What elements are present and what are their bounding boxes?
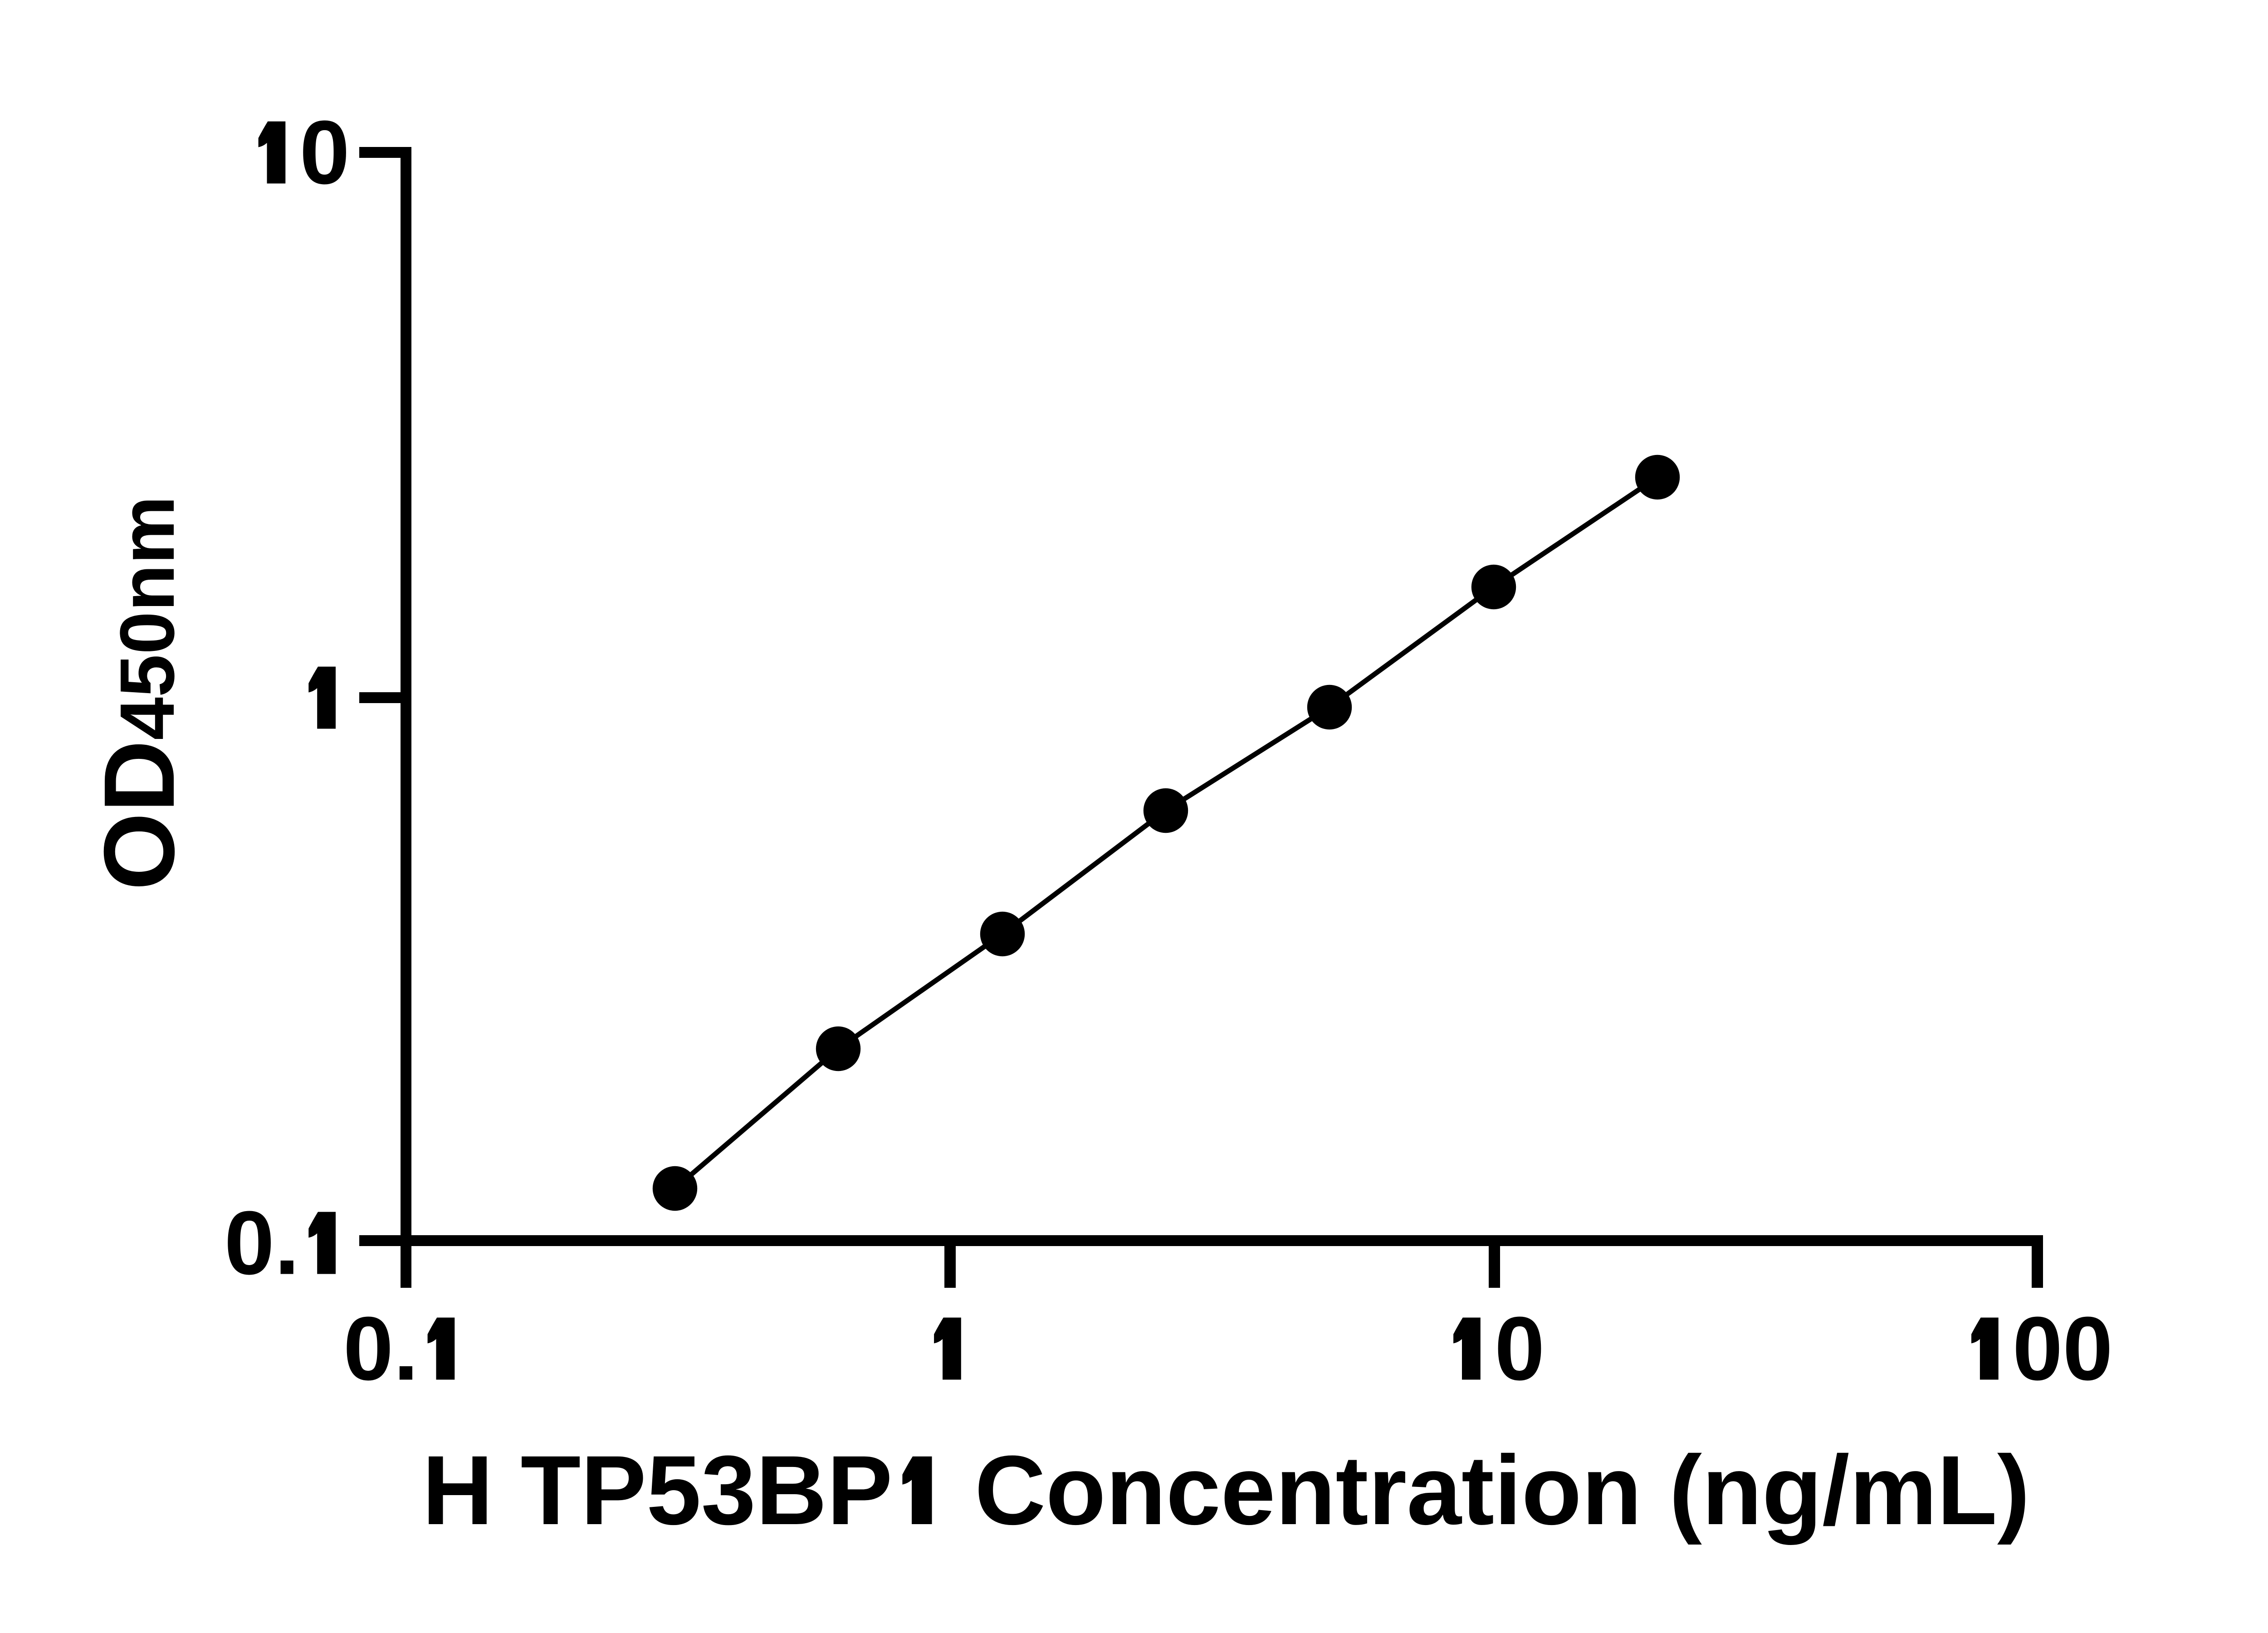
svg-text:0.: 0. <box>343 1299 419 1399</box>
svg-text:Concentration (ng/mL): Concentration (ng/mL) <box>975 1435 2030 1545</box>
svg-text:OD450nm: OD450nm <box>83 496 195 890</box>
svg-text:00: 00 <box>2013 1299 2113 1399</box>
svg-text:0: 0 <box>1495 1299 1545 1399</box>
svg-text:H TP53BP: H TP53BP <box>422 1435 893 1545</box>
svg-text:0: 0 <box>299 103 350 203</box>
svg-text:0.: 0. <box>224 1193 299 1294</box>
